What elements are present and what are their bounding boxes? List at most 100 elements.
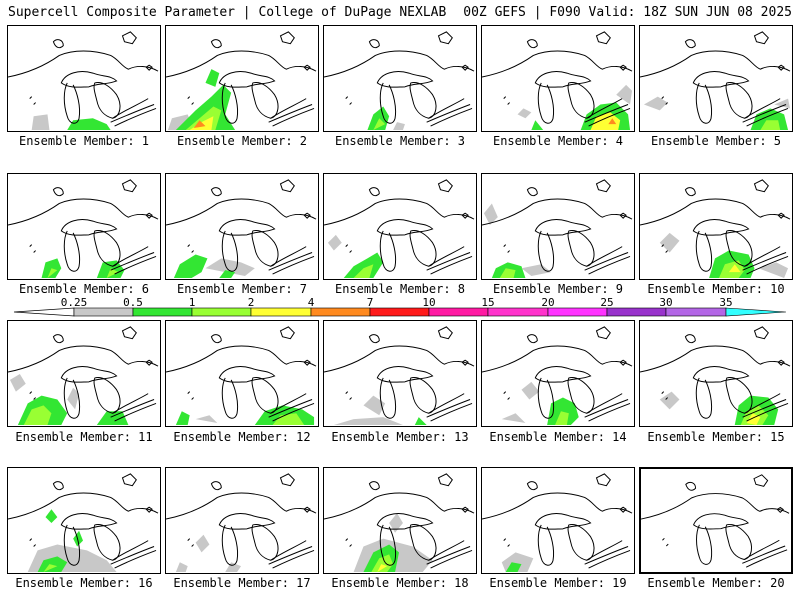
scp-shaded-area xyxy=(760,120,781,131)
scp-shaded-area xyxy=(414,417,427,426)
coastline-outline xyxy=(145,212,153,219)
coastline-outline xyxy=(145,506,153,513)
member-map xyxy=(324,326,475,426)
member-label: Ensemble Member: 1 xyxy=(18,134,150,148)
coastline-outline xyxy=(777,64,785,71)
coastline-outline xyxy=(684,39,696,49)
legend-tick-label: 15 xyxy=(481,296,494,309)
scp-shaded-area xyxy=(499,268,516,279)
scp-shaded-area xyxy=(106,268,119,279)
scp-shaded-area xyxy=(205,258,255,277)
member-map xyxy=(8,326,159,426)
legend-tick-label: 25 xyxy=(600,296,613,309)
coastline-outline xyxy=(268,98,315,127)
member-map xyxy=(482,326,633,426)
member-map-panel xyxy=(639,173,793,280)
legend-tick-label: 10 xyxy=(422,296,435,309)
legend-tick-label: 20 xyxy=(541,296,554,309)
coastline-outline xyxy=(777,359,785,366)
scp-shaded-area xyxy=(501,413,526,424)
coastline-outline xyxy=(482,492,633,520)
legend-swatch xyxy=(428,307,489,317)
scp-shaded-area xyxy=(67,387,80,410)
coastline-outline xyxy=(93,377,121,414)
coastline-outline xyxy=(537,230,555,272)
member-map xyxy=(324,473,475,573)
coastline-outline xyxy=(426,393,473,422)
coastline-outline xyxy=(110,246,157,275)
coastline-outline xyxy=(279,31,295,45)
member-map xyxy=(482,473,633,573)
coastline-outline xyxy=(662,537,669,547)
scp-shaded-area xyxy=(195,534,210,553)
coastline-outline xyxy=(345,391,352,400)
scp-shaded-area xyxy=(353,264,374,279)
member-map-panel xyxy=(639,320,793,427)
member-label: Ensemble Member: 20 xyxy=(647,576,785,590)
scp-shaded-area xyxy=(371,554,394,573)
coastline-outline xyxy=(29,391,36,400)
coastline-outline xyxy=(379,377,397,419)
coastline-outline xyxy=(345,96,352,105)
member-label: Ensemble Member: 8 xyxy=(334,282,466,296)
coastline-outline xyxy=(379,230,397,272)
scp-shaded-area xyxy=(327,234,342,251)
coastline-outline xyxy=(279,179,295,193)
member-label: Ensemble Member: 16 xyxy=(15,576,153,590)
coastline-outline xyxy=(461,359,469,366)
scp-shaded-area xyxy=(45,509,58,523)
scp-shaded-area xyxy=(9,373,26,392)
coastline-outline xyxy=(437,473,453,487)
coastline-outline xyxy=(93,82,121,119)
legend-tick-label: 7 xyxy=(367,296,374,309)
scp-shaded-area xyxy=(373,118,386,131)
coastline-outline xyxy=(63,524,81,566)
coastline-outline xyxy=(345,244,352,253)
coastline-outline xyxy=(368,187,380,197)
scp-shaded-area xyxy=(728,264,741,273)
legend-left-arrow xyxy=(13,307,75,317)
legend-swatch xyxy=(665,307,727,317)
member-map xyxy=(641,474,790,568)
coastline-outline xyxy=(595,179,611,193)
scp-shaded-area xyxy=(343,252,384,279)
member-label: Ensemble Member: 5 xyxy=(650,134,782,148)
member-map xyxy=(640,326,791,426)
coastline-outline xyxy=(376,219,434,236)
coastline-outline xyxy=(166,198,317,226)
scp-shaded-area xyxy=(758,262,789,279)
scp-shaded-area xyxy=(272,413,305,426)
coastline-outline xyxy=(595,326,611,340)
coastline-outline xyxy=(29,244,36,253)
coastline-outline xyxy=(503,244,510,253)
scp-shaded-area xyxy=(175,411,190,426)
coastline-outline xyxy=(210,334,222,344)
legend-swatch xyxy=(606,307,667,317)
coastline-outline xyxy=(251,524,279,561)
coastline-outline xyxy=(210,39,222,49)
coastline-outline xyxy=(60,513,118,530)
coastline-outline xyxy=(110,393,157,422)
color-legend: 0.25 0.5 1 2 4 7 10 15 20 25 30 35 xyxy=(0,296,800,320)
coastline-outline xyxy=(166,50,317,78)
coastline-outline xyxy=(60,219,118,236)
scp-shaded-area xyxy=(173,254,208,279)
coastline-outline xyxy=(368,481,380,491)
coastline-outline xyxy=(121,326,137,340)
coastline-outline xyxy=(753,326,769,340)
coastline-outline xyxy=(619,212,627,219)
scp-shaded-area xyxy=(225,562,242,573)
coastline-outline xyxy=(461,506,469,513)
scp-shaded-area xyxy=(659,391,680,410)
coastline-outline xyxy=(268,393,315,422)
coastline-outline xyxy=(595,31,611,45)
member-map-panel xyxy=(323,467,477,574)
coastline-outline xyxy=(537,524,555,566)
coastline-outline xyxy=(218,513,276,530)
scp-shaded-area xyxy=(41,258,62,279)
coastline-outline xyxy=(640,50,791,78)
coastline-outline xyxy=(251,82,279,119)
coastline-outline xyxy=(187,96,194,105)
member-label: Ensemble Member: 4 xyxy=(492,134,624,148)
legend-tick-label: 0.5 xyxy=(123,296,143,309)
